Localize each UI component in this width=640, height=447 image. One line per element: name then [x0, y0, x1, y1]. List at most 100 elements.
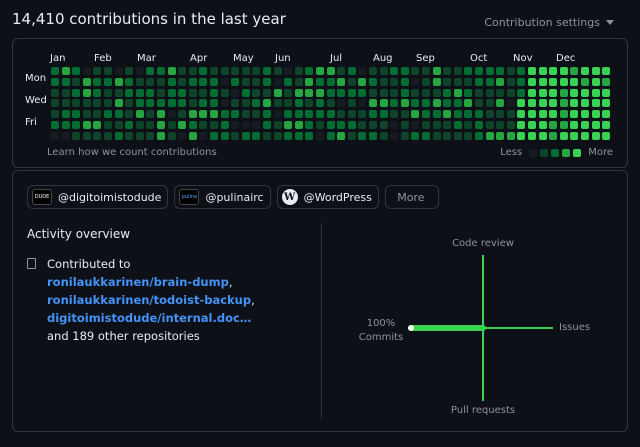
contribution-cell[interactable]: [294, 121, 303, 129]
contribution-cell[interactable]: [602, 67, 611, 75]
contribution-cell[interactable]: [506, 88, 515, 97]
contribution-cell[interactable]: [273, 121, 282, 129]
contribution-cell[interactable]: [390, 131, 399, 140]
contribution-cell[interactable]: [263, 88, 271, 97]
contribution-cell[interactable]: [390, 121, 399, 129]
contribution-cell[interactable]: [263, 67, 271, 75]
contribution-cell[interactable]: [61, 121, 70, 129]
contribution-cell[interactable]: [316, 121, 324, 129]
contribution-cell[interactable]: [528, 77, 536, 86]
contribution-cell[interactable]: [326, 77, 335, 86]
contribution-cell[interactable]: [284, 121, 293, 129]
contribution-cell[interactable]: [273, 67, 282, 75]
contribution-cell[interactable]: [305, 110, 314, 119]
contribution-cell[interactable]: [549, 67, 558, 75]
contribution-cell[interactable]: [294, 67, 303, 75]
contribution-cell[interactable]: [125, 131, 134, 140]
contribution-cell[interactable]: [125, 99, 134, 108]
contribution-cell[interactable]: [422, 131, 430, 140]
contribution-cell[interactable]: [528, 99, 536, 108]
contribution-cell[interactable]: [400, 99, 409, 108]
contribution-cell[interactable]: [358, 88, 367, 97]
contribution-cell[interactable]: [135, 88, 144, 97]
contribution-cell[interactable]: [422, 110, 430, 119]
contribution-cell[interactable]: [559, 110, 568, 119]
contribution-cell[interactable]: [72, 99, 81, 108]
contribution-cell[interactable]: [422, 99, 430, 108]
contribution-cell[interactable]: [231, 99, 240, 108]
contribution-cell[interactable]: [422, 77, 430, 86]
contribution-cell[interactable]: [210, 121, 218, 129]
contribution-cell[interactable]: [422, 88, 430, 97]
contribution-cell[interactable]: [464, 77, 473, 86]
contribution-cell[interactable]: [326, 131, 335, 140]
contribution-cell[interactable]: [252, 110, 261, 119]
contribution-cell[interactable]: [273, 77, 282, 86]
contribution-cell[interactable]: [390, 110, 399, 119]
contribution-cell[interactable]: [400, 88, 409, 97]
contribution-cell[interactable]: [570, 110, 579, 119]
contribution-cell[interactable]: [157, 88, 165, 97]
contribution-cell[interactable]: [93, 88, 102, 97]
contribution-cell[interactable]: [496, 67, 505, 75]
contribution-cell[interactable]: [390, 77, 399, 86]
contribution-cell[interactable]: [316, 131, 324, 140]
contribution-cell[interactable]: [93, 131, 102, 140]
contribution-cell[interactable]: [61, 88, 70, 97]
contribution-cell[interactable]: [273, 88, 282, 97]
contribution-cell[interactable]: [549, 88, 558, 97]
contribution-cell[interactable]: [273, 110, 282, 119]
contribution-cell[interactable]: [114, 88, 123, 97]
contribution-cell[interactable]: [506, 67, 515, 75]
contribution-cell[interactable]: [570, 121, 579, 129]
contribution-cell[interactable]: [72, 131, 81, 140]
contribution-cell[interactable]: [104, 131, 112, 140]
contribution-cell[interactable]: [475, 121, 483, 129]
contribution-cell[interactable]: [528, 131, 536, 140]
contribution-cell[interactable]: [157, 77, 165, 86]
contribution-cell[interactable]: [241, 131, 250, 140]
contribution-cell[interactable]: [549, 121, 558, 129]
contribution-cell[interactable]: [82, 131, 91, 140]
contribution-cell[interactable]: [538, 99, 547, 108]
contribution-cell[interactable]: [167, 131, 176, 140]
contribution-cell[interactable]: [453, 67, 462, 75]
contribution-cell[interactable]: [231, 121, 240, 129]
contribution-cell[interactable]: [326, 121, 335, 129]
contribution-cell[interactable]: [432, 99, 441, 108]
contribution-cell[interactable]: [135, 131, 144, 140]
contribution-cell[interactable]: [273, 131, 282, 140]
contribution-cell[interactable]: [506, 131, 515, 140]
contribution-cell[interactable]: [104, 110, 112, 119]
contribution-cell[interactable]: [326, 88, 335, 97]
contribution-cell[interactable]: [220, 88, 229, 97]
contribution-cell[interactable]: [305, 131, 314, 140]
contribution-cell[interactable]: [294, 110, 303, 119]
contribution-cell[interactable]: [188, 67, 197, 75]
contribution-cell[interactable]: [464, 121, 473, 129]
contribution-cell[interactable]: [337, 110, 346, 119]
contribution-cell[interactable]: [199, 121, 208, 129]
contribution-cell[interactable]: [316, 99, 324, 108]
contribution-cell[interactable]: [294, 88, 303, 97]
contribution-cell[interactable]: [549, 77, 558, 86]
contribution-cell[interactable]: [188, 110, 197, 119]
contribution-cell[interactable]: [135, 99, 144, 108]
contribution-cell[interactable]: [284, 131, 293, 140]
contribution-cell[interactable]: [188, 121, 197, 129]
contribution-cell[interactable]: [485, 67, 494, 75]
contribution-cell[interactable]: [400, 131, 409, 140]
contribution-cell[interactable]: [485, 110, 494, 119]
contribution-cell[interactable]: [538, 121, 547, 129]
contribution-cell[interactable]: [528, 110, 536, 119]
contribution-cell[interactable]: [411, 77, 420, 86]
contribution-cell[interactable]: [125, 110, 134, 119]
contribution-cell[interactable]: [369, 121, 377, 129]
contribution-cell[interactable]: [220, 67, 229, 75]
contribution-cell[interactable]: [485, 131, 494, 140]
contribution-cell[interactable]: [379, 110, 388, 119]
contribution-cell[interactable]: [432, 67, 441, 75]
contribution-cell[interactable]: [263, 77, 271, 86]
contribution-cell[interactable]: [220, 77, 229, 86]
contribution-cell[interactable]: [496, 121, 505, 129]
